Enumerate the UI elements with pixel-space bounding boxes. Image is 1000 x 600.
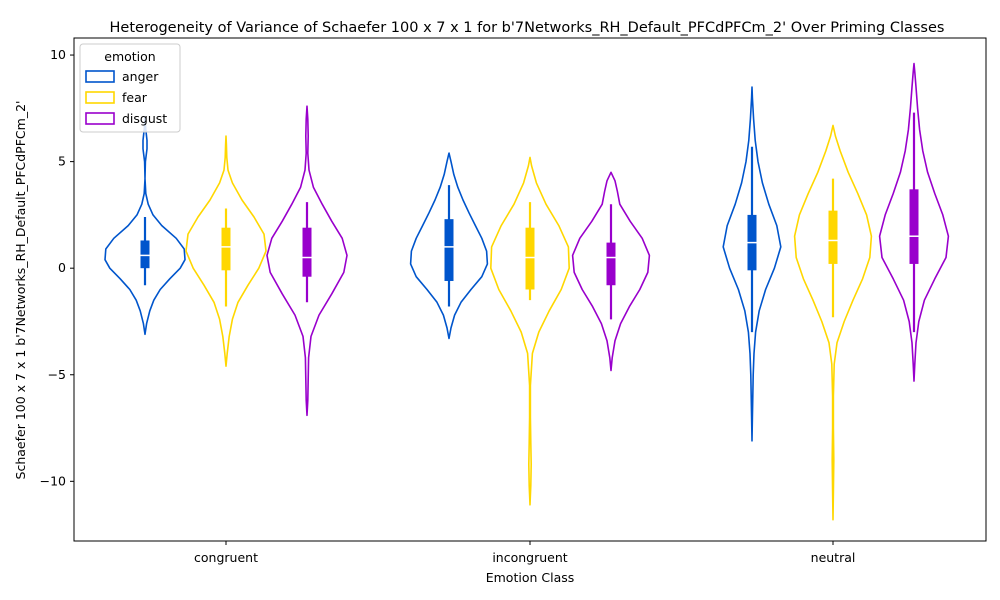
violin-fear-congruent [185,135,267,367]
violin-disgust-neutral [878,62,950,382]
iqr-box-fear-incongruent [525,227,535,290]
y-tick-label: 10 [50,47,66,62]
legend-swatch-anger [85,70,115,83]
x-axis-ticks: congruent incongruent neutral [194,541,855,565]
y-axis-ticks: −10 −5 0 5 10 [40,47,74,488]
x-tick-label-neutral: neutral [811,550,856,565]
legend-frame [79,43,181,133]
legend-label-disgust: disgust [122,111,167,126]
legend-label-fear: fear [122,90,148,105]
legend: emotion anger fear disgust [79,43,181,133]
chart-title: Heterogeneity of Variance of Schaefer 10… [110,20,945,36]
plot-area [104,62,950,521]
legend-title: emotion [104,49,155,64]
iqr-box-anger-incongruent [444,219,454,281]
legend-label-anger: anger [122,69,159,84]
violin-disgust-incongruent [571,171,651,372]
iqr-box-fear-congruent [221,227,231,271]
x-tick-label-incongruent: incongruent [492,550,567,565]
y-tick-label: −10 [40,473,66,488]
violin-anger-incongruent [409,152,489,340]
x-axis-label: Emotion Class [486,570,575,585]
violin-anger-neutral [722,86,782,442]
y-tick-label: 0 [58,260,66,275]
y-tick-label: 5 [58,154,66,169]
legend-swatch-fear [85,91,115,104]
iqr-box-disgust-incongruent [606,242,616,286]
y-axis-label: Schaefer 100 x 7 x 1 b'7Networks_RH_Defa… [13,101,28,480]
violin-fear-neutral [793,124,873,521]
iqr-box-fear-neutral [828,210,838,264]
y-tick-label: −5 [48,367,66,382]
legend-entries: anger fear disgust [85,69,167,126]
iqr-box-disgust-neutral [909,189,919,264]
iqr-box-disgust-congruent [302,227,312,277]
violin-disgust-congruent [266,105,348,417]
violin-fear-incongruent [490,156,570,506]
iqr-box-anger-congruent [140,240,150,269]
x-tick-label-congruent: congruent [194,550,258,565]
legend-swatch-disgust [85,112,115,125]
